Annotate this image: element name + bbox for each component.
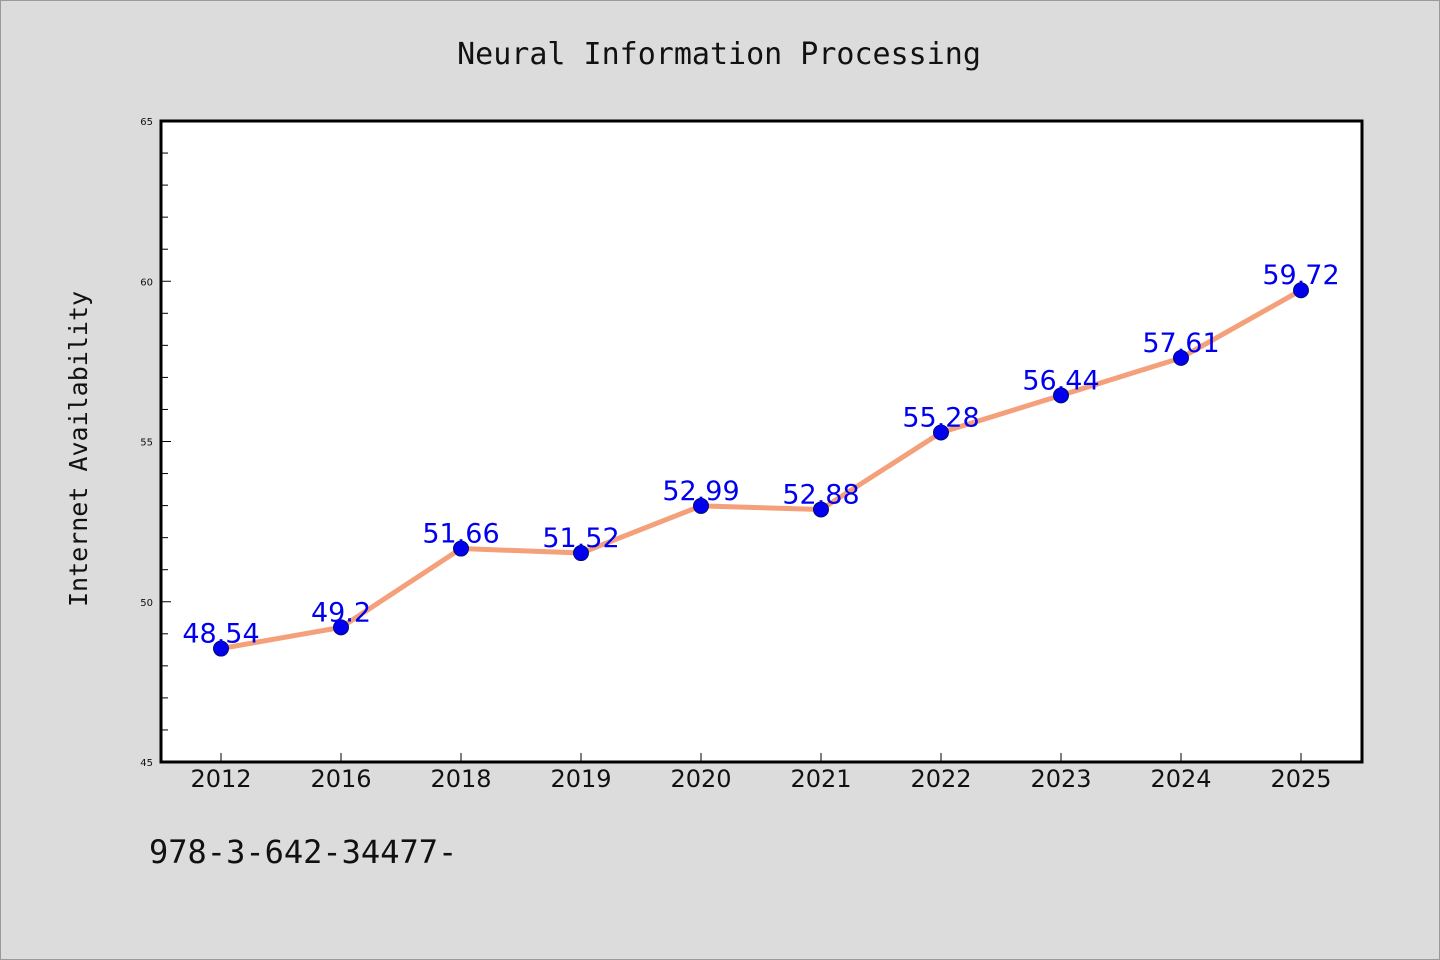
chart-title: Neural Information Processing — [457, 37, 981, 72]
data-label: 49.2 — [311, 597, 371, 628]
data-point — [933, 424, 949, 441]
y-axis-ticks: 45 50 55 60 65 — [140, 117, 171, 769]
data-label: 57.61 — [1142, 328, 1219, 359]
plot-area — [159, 119, 1364, 764]
x-tick-label: 2018 — [430, 765, 491, 793]
data-point — [213, 640, 229, 657]
x-tick-label: 2021 — [790, 765, 851, 793]
x-tick-label: 2022 — [910, 765, 971, 793]
data-points — [213, 282, 1309, 657]
x-tick-label: 2024 — [1150, 765, 1211, 793]
data-point — [693, 497, 709, 514]
x-axis-ticks: 2012 2016 2018 2019 2020 2021 2022 2023 2024 2025 — [190, 753, 1332, 793]
y-tick-label: 60 — [140, 277, 153, 288]
data-label: 56.44 — [1022, 365, 1099, 396]
data-point — [453, 540, 469, 557]
data-label: 59.72 — [1262, 260, 1339, 291]
data-point — [1173, 349, 1189, 366]
x-tick-label: 2025 — [1270, 765, 1331, 793]
series-line — [218, 287, 1304, 652]
y-tick-label: 65 — [140, 117, 153, 128]
data-point — [813, 501, 829, 518]
x-tick-label: 2019 — [550, 765, 611, 793]
x-tick-label: 2020 — [670, 765, 731, 793]
x-tick-label: 2023 — [1030, 765, 1091, 793]
data-label: 55.28 — [902, 403, 979, 434]
y-tick-label: 55 — [140, 438, 153, 449]
x-tick-label: 2012 — [190, 765, 251, 793]
data-label: 52.88 — [782, 479, 859, 510]
data-label: 52.99 — [662, 476, 739, 507]
data-point — [333, 619, 349, 636]
data-label: 48.54 — [182, 619, 259, 650]
data-point — [573, 545, 589, 562]
data-label: 51.52 — [542, 523, 619, 554]
series-line-group — [218, 287, 1304, 652]
data-label: 51.66 — [422, 519, 499, 550]
data-point — [1053, 387, 1069, 404]
data-point — [1293, 282, 1309, 299]
x-tick-label: 2016 — [310, 765, 371, 793]
data-labels: 48.54 49.2 51.66 51.52 52.99 52.88 55.28 56.44 5… — [182, 260, 1339, 649]
y-axis-label: Internet Availability — [64, 291, 93, 607]
y-tick-label: 45 — [140, 758, 153, 769]
y-tick-label: 50 — [140, 598, 153, 609]
footer-code-text: 978-3-642-34477- — [149, 833, 458, 871]
